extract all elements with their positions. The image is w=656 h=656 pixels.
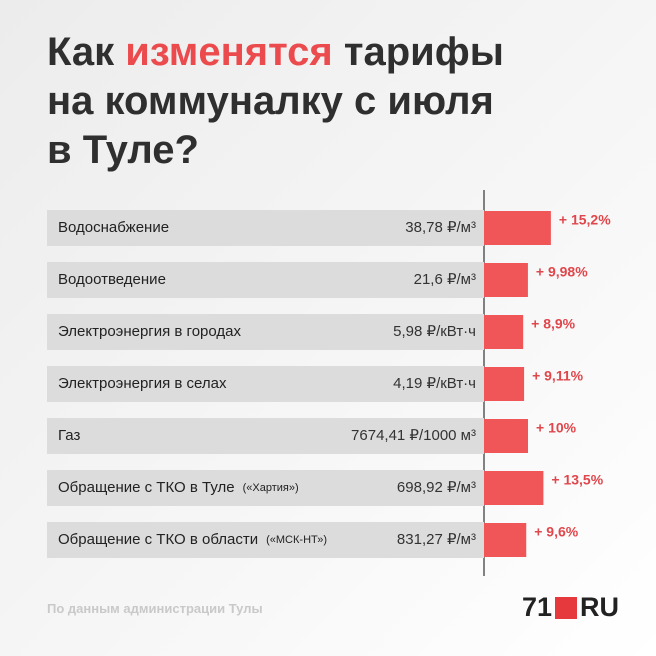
row-name: Водоснабжение: [58, 219, 169, 236]
row-label: Обращение с ТКО в Туле («Хартия»): [58, 479, 299, 496]
value-label: + 9,98%: [536, 264, 588, 280]
row-name: Обращение с ТКО в области: [58, 531, 258, 548]
row-name: Электроэнергия в селах: [58, 375, 227, 392]
value-label: + 9,11%: [532, 368, 584, 384]
row-label: Водоснабжение: [58, 219, 169, 236]
logo-text: RU: [580, 592, 620, 622]
logo: 71 RU: [522, 592, 619, 623]
bar: [484, 211, 551, 245]
tariff: 7674,41 ₽/1000 м³: [351, 427, 476, 444]
bar: [484, 367, 525, 401]
title-line: на коммуналку с июля: [47, 79, 494, 123]
value-label: + 10%: [536, 420, 577, 436]
value-label: + 15,2%: [559, 212, 611, 228]
tariff: 38,78 ₽/м³: [405, 219, 476, 236]
row-name: Водоотведение: [58, 271, 166, 288]
row-label: Обращение с ТКО в области («МСК-НТ»): [58, 531, 327, 548]
tariff: 5,98 ₽/кВт·ч: [393, 323, 476, 340]
row-box: [47, 210, 484, 246]
bar: [484, 523, 527, 557]
title-line: Как изменятся тарифы: [47, 28, 504, 77]
title-highlight: изменятся: [125, 30, 333, 74]
value-label: + 13,5%: [551, 472, 603, 488]
logo-text: 71: [522, 592, 553, 622]
title-text: Как: [47, 30, 115, 74]
tariff: 21,6 ₽/м³: [414, 271, 476, 288]
tariff: 698,92 ₽/м³: [397, 479, 476, 496]
title-line: в Туле?: [47, 128, 199, 172]
row-name: Электроэнергия в городах: [58, 323, 241, 340]
bar: [484, 263, 528, 297]
bar: [484, 315, 524, 349]
bar: [484, 471, 544, 505]
row-name: Газ: [58, 427, 80, 444]
row-box: [47, 314, 484, 350]
row-box: [47, 418, 484, 454]
row-note: («МСК-НТ»): [266, 534, 327, 546]
tariff: 831,27 ₽/м³: [397, 531, 476, 548]
row-label: Электроэнергия в городах: [58, 323, 241, 340]
row-box: [47, 522, 484, 558]
title: Как изменятся тарифы на коммуналку с июл…: [47, 28, 504, 175]
row-label: Газ: [58, 427, 80, 444]
tariff: 4,19 ₽/кВт·ч: [393, 375, 476, 392]
row-note: («Хартия»): [243, 482, 299, 494]
bar: [484, 419, 528, 453]
row-box: [47, 262, 484, 298]
value-label: + 8,9%: [531, 316, 576, 332]
logo-icon: [555, 596, 578, 619]
row-box: [47, 470, 484, 506]
row-box: [47, 366, 484, 402]
value-label: + 9,6%: [534, 524, 579, 540]
row-label: Водоотведение: [58, 271, 166, 288]
row-name: Обращение с ТКО в Туле: [58, 479, 235, 496]
source: По данным администрации Тулы: [47, 601, 263, 616]
row-label: Электроэнергия в селах: [58, 375, 227, 392]
title-text: тарифы: [343, 30, 504, 74]
